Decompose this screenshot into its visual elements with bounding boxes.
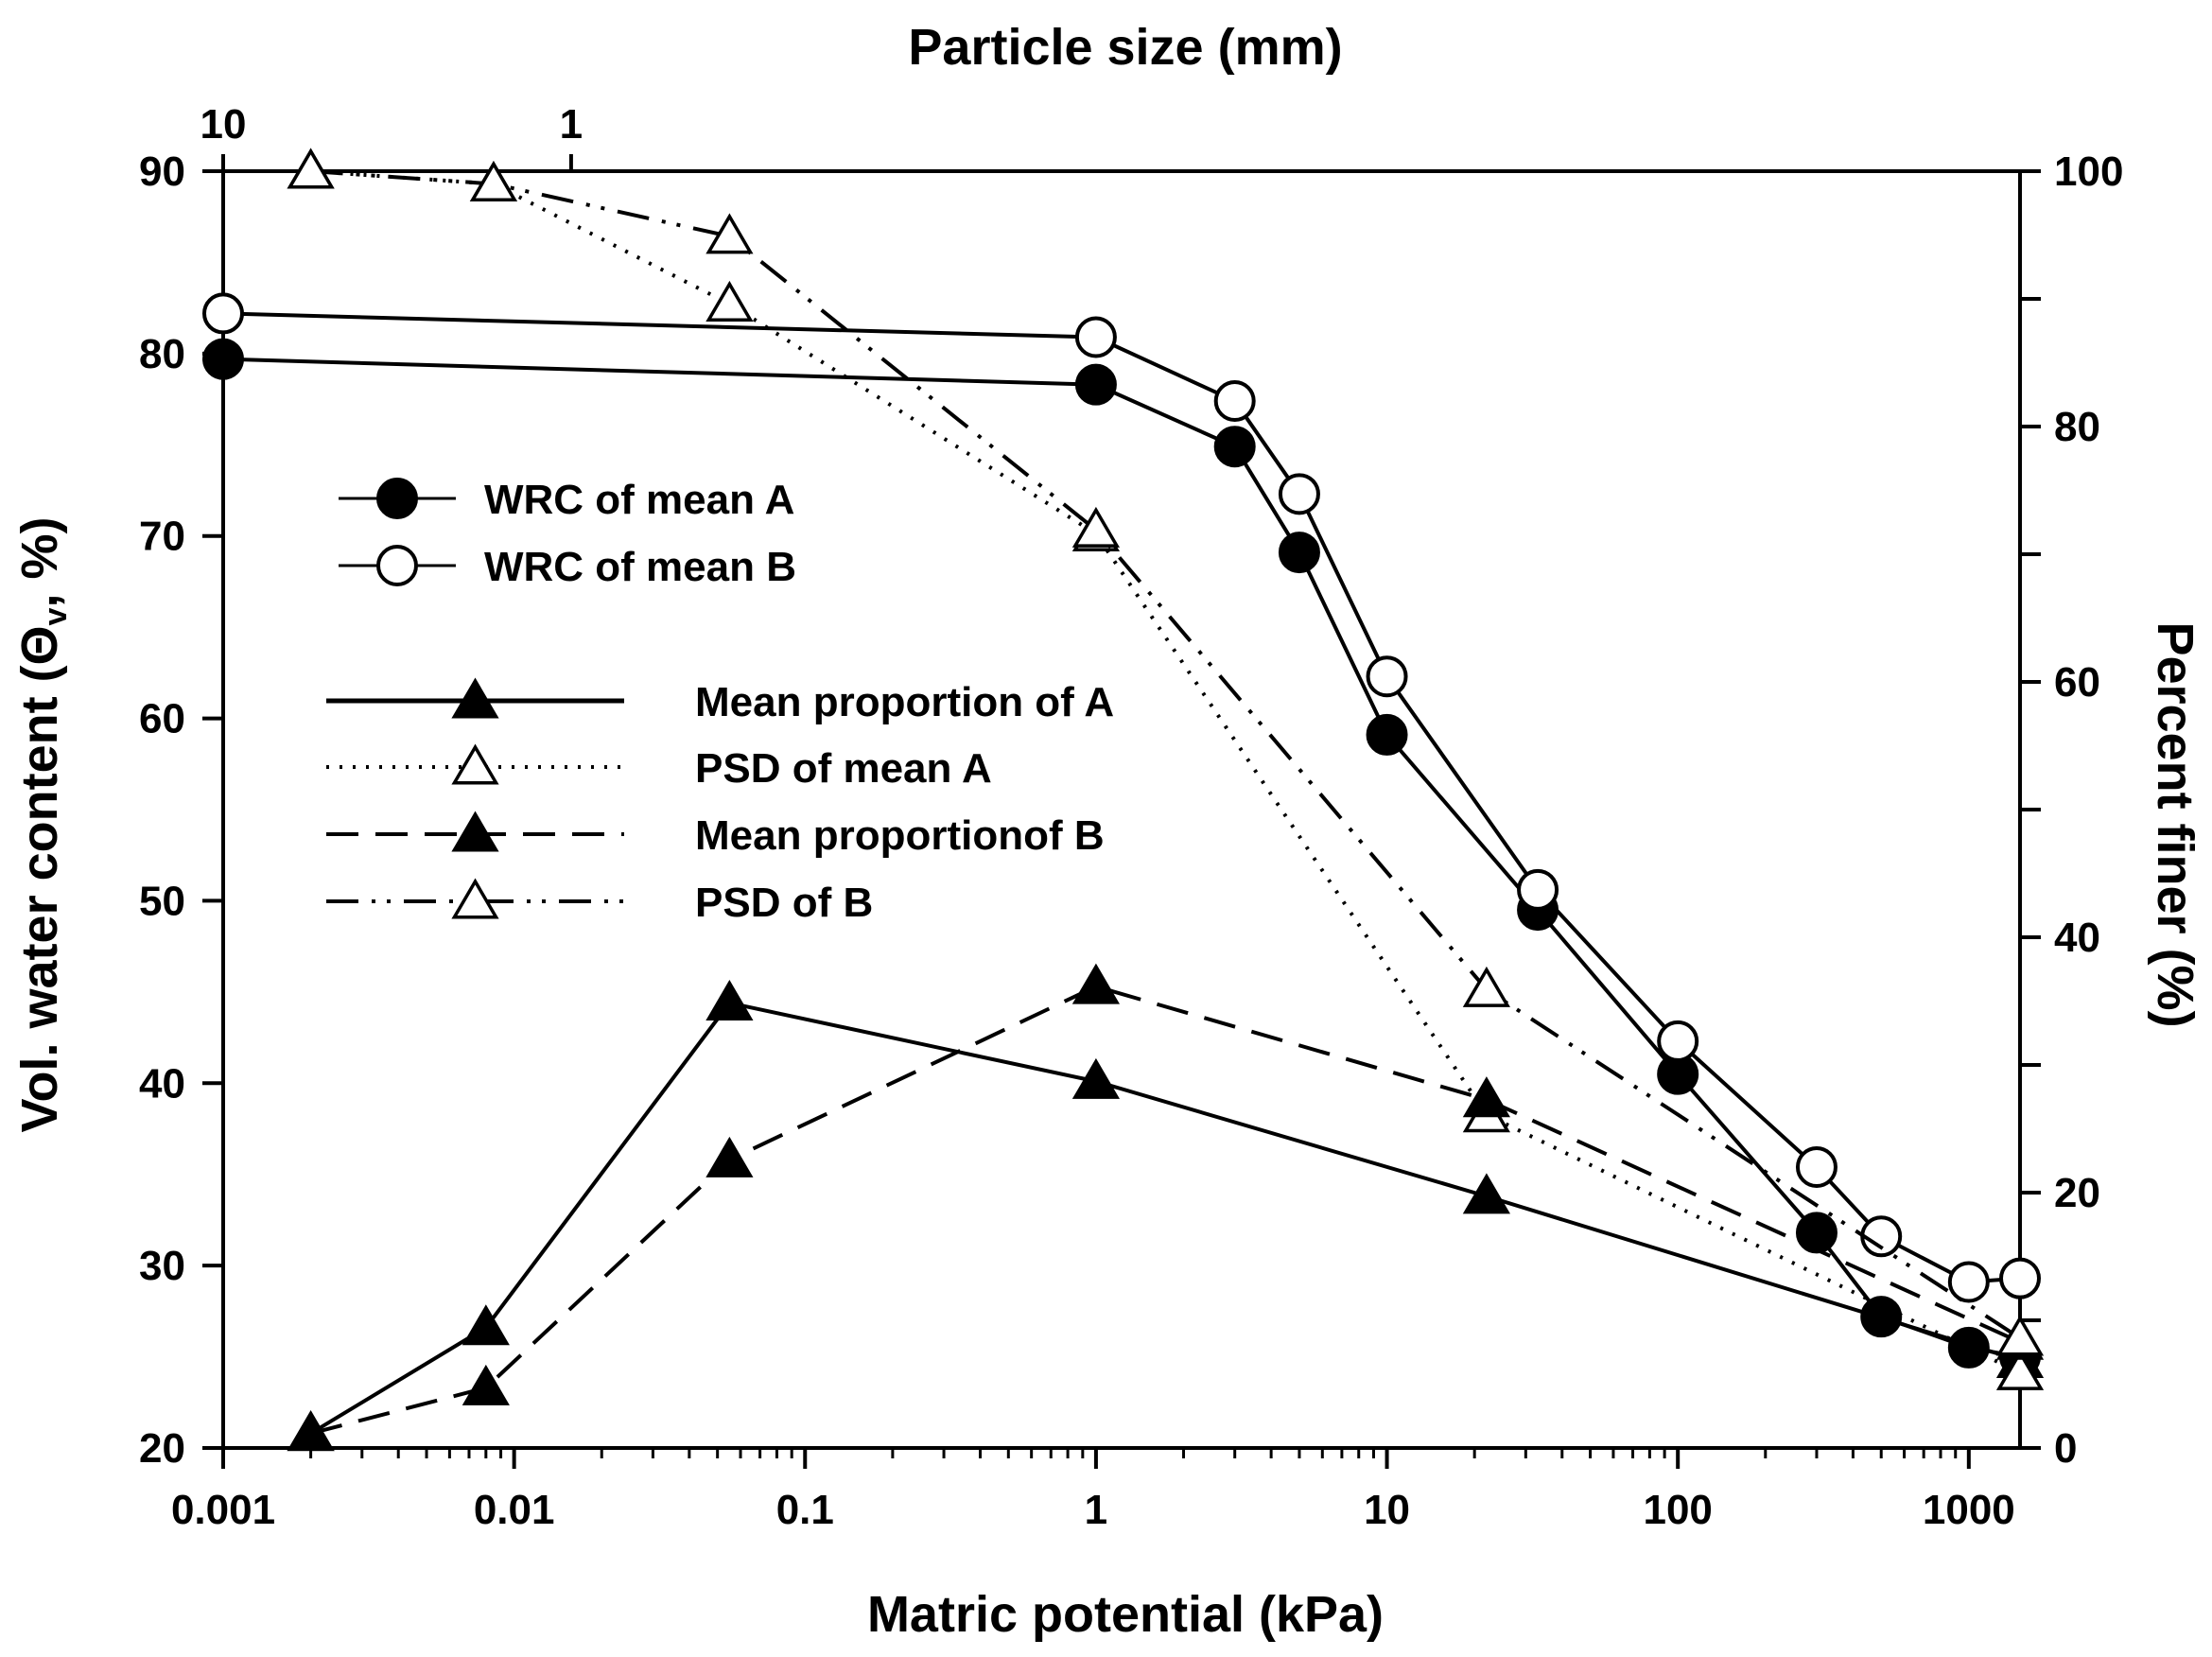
data-point bbox=[705, 979, 754, 1020]
data-point bbox=[1462, 1076, 1510, 1118]
x-tick-label: 100 bbox=[1643, 1487, 1712, 1533]
legend-item: WRC of mean A bbox=[339, 477, 794, 523]
y-tick-label: 70 bbox=[139, 514, 185, 560]
data-point bbox=[1995, 1315, 2045, 1356]
data-point bbox=[202, 338, 244, 380]
series-line bbox=[310, 169, 2022, 1340]
data-point bbox=[1071, 1057, 1121, 1099]
data-point bbox=[1074, 363, 1117, 406]
data-point bbox=[705, 213, 754, 254]
data-point bbox=[1071, 963, 1121, 1004]
y2-tick-label: 80 bbox=[2054, 404, 2100, 450]
plot-frame bbox=[221, 169, 2022, 1450]
legend-marker bbox=[451, 811, 499, 852]
data-point bbox=[287, 148, 335, 189]
data-point bbox=[1462, 1173, 1510, 1214]
data-point bbox=[1462, 966, 1510, 1007]
x-tick-label: 0.01 bbox=[474, 1487, 555, 1533]
legend-label: Mean proportionof B bbox=[695, 812, 1105, 859]
data-point bbox=[1213, 380, 1256, 422]
x-tick-label: 0.001 bbox=[171, 1487, 275, 1533]
x2-tick-label: 1 bbox=[560, 101, 583, 148]
data-point bbox=[1947, 1261, 1990, 1303]
series-psd-of-mean-a bbox=[287, 148, 2045, 1390]
data-point bbox=[1366, 655, 1408, 698]
y-tick-label: 30 bbox=[139, 1243, 185, 1289]
series-psd-of-b bbox=[287, 148, 2045, 1356]
legend-item: Mean proportion of A bbox=[326, 677, 1114, 725]
y-tick-label: 20 bbox=[139, 1425, 185, 1472]
legend-label: Mean proportion of A bbox=[695, 679, 1114, 725]
x-tick-label: 0.1 bbox=[776, 1487, 834, 1533]
y-axis-title-subscript: v bbox=[38, 607, 74, 625]
data-point bbox=[202, 292, 244, 335]
y-tick-label: 40 bbox=[139, 1060, 185, 1107]
x-axis-title: Matric potential (kPa) bbox=[867, 1586, 1384, 1643]
data-point bbox=[1995, 1349, 2045, 1390]
data-point bbox=[1278, 532, 1320, 574]
legend-item: PSD of B bbox=[326, 878, 873, 926]
series-line bbox=[310, 984, 2021, 1436]
data-point bbox=[462, 1304, 510, 1346]
legend-label: PSD of B bbox=[695, 880, 873, 926]
x-tick-label: 1 bbox=[1085, 1487, 1107, 1533]
y-axis-title: Vol. water content (Θv, %) bbox=[11, 517, 74, 1133]
data-point bbox=[469, 161, 518, 202]
y-tick-label: 90 bbox=[139, 148, 185, 195]
legend-label: WRC of mean B bbox=[484, 544, 796, 590]
y-axis-title-tail: , %) bbox=[11, 517, 68, 608]
data-point bbox=[1213, 426, 1256, 468]
y-tick-label: 60 bbox=[139, 696, 185, 742]
x2-tick-label: 10 bbox=[200, 101, 247, 148]
y2-tick-label: 20 bbox=[2054, 1170, 2100, 1216]
series-wrc-of-mean-b bbox=[202, 292, 2041, 1303]
data-point bbox=[1795, 1146, 1838, 1188]
legend-marker bbox=[376, 478, 418, 519]
data-point bbox=[1366, 713, 1408, 756]
series-mean-proportion-of-a bbox=[287, 979, 2045, 1452]
y-tick-label: 80 bbox=[139, 331, 185, 377]
data-point bbox=[1071, 506, 1121, 548]
legend: WRC of mean A WRC of mean B Mean proportio… bbox=[326, 477, 1114, 926]
y2-tick-label: 100 bbox=[2054, 148, 2123, 195]
x2-axis-title: Particle size (mm) bbox=[908, 19, 1342, 76]
series-line bbox=[310, 169, 2021, 1375]
legend-marker bbox=[451, 677, 499, 719]
x-tick-label: 10 bbox=[1364, 1487, 1410, 1533]
data-point bbox=[705, 280, 754, 322]
legend-marker bbox=[376, 545, 418, 586]
series-wrc-of-mean-a bbox=[202, 338, 2041, 1378]
plot-series bbox=[202, 148, 2045, 1452]
data-point bbox=[1657, 1020, 1699, 1062]
legend-label: PSD of mean A bbox=[695, 745, 992, 792]
legend-item: Mean proportionof B bbox=[326, 811, 1105, 859]
data-point bbox=[705, 1136, 754, 1177]
series-mean-proportionof-b bbox=[287, 963, 2045, 1452]
y2-tick-label: 40 bbox=[2054, 915, 2100, 961]
data-point bbox=[1999, 1257, 2041, 1299]
y2-axis-title: Percent finer (%) bbox=[2147, 621, 2203, 1027]
data-point bbox=[462, 1364, 510, 1405]
x-tick-label: 1000 bbox=[1923, 1487, 2015, 1533]
legend-item: PSD of mean A bbox=[326, 743, 992, 792]
data-point bbox=[1517, 868, 1559, 911]
legend-marker bbox=[451, 878, 499, 919]
legend-label: WRC of mean A bbox=[484, 477, 794, 523]
y2-tick-label: 0 bbox=[2054, 1425, 2077, 1472]
legend-marker bbox=[451, 743, 499, 785]
series-line bbox=[222, 311, 2021, 1284]
y2-tick-label: 60 bbox=[2054, 659, 2100, 706]
data-point bbox=[1947, 1326, 1990, 1369]
data-point bbox=[1278, 473, 1320, 515]
data-point bbox=[1074, 316, 1117, 358]
legend-item: WRC of mean B bbox=[339, 544, 796, 590]
series-line bbox=[309, 1001, 2021, 1436]
data-point bbox=[1795, 1212, 1838, 1254]
y-tick-label: 50 bbox=[139, 878, 185, 924]
data-point bbox=[287, 1410, 335, 1452]
